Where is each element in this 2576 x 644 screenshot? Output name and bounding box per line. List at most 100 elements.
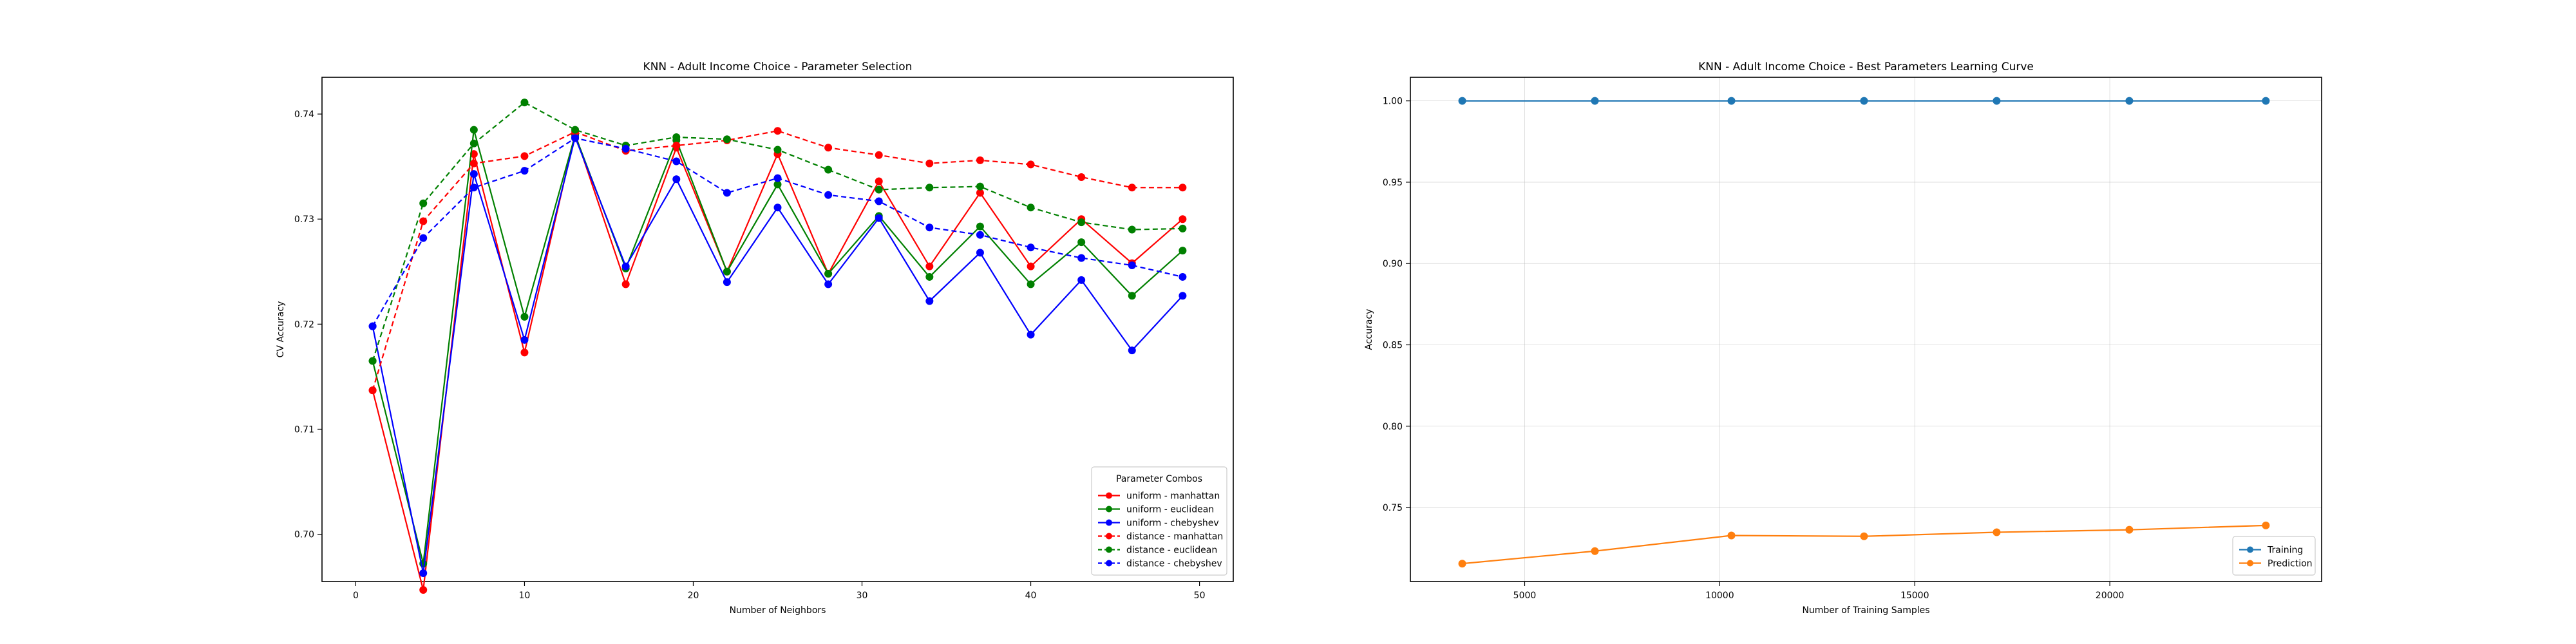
chart-parameter-selection: 0 10 20 30 40 50 0.70 0.71 0.72 0.73 0.74 KNN - Adu… (276, 61, 1234, 616)
data-point (1179, 224, 1187, 232)
data-point (773, 180, 782, 189)
data-point (1993, 97, 2001, 105)
plot-frame (1410, 77, 2322, 582)
legend-entry-label: uniform - euclidean (1126, 505, 1214, 515)
data-point (1027, 262, 1035, 270)
data-point (976, 231, 984, 239)
legend: Training Prediction (2232, 536, 2316, 576)
data-point (875, 177, 883, 185)
data-point (520, 152, 529, 160)
data-point (469, 126, 478, 134)
x-axis-label: Number of Neighbors (730, 605, 826, 616)
data-point (773, 146, 782, 154)
data-point (520, 167, 529, 175)
legend-swatch-marker (1106, 519, 1112, 526)
legend-swatch-marker (1106, 533, 1112, 540)
data-point (925, 159, 934, 167)
y-tick-label: 0.75 (1383, 503, 1403, 513)
data-point (773, 174, 782, 182)
y-tick-label: 0.72 (294, 319, 314, 330)
data-point (723, 278, 731, 287)
data-point (1077, 218, 1086, 227)
data-point (419, 199, 428, 207)
data-point (976, 249, 984, 257)
legend: Parameter Combos uniform - manhattan unifo… (1091, 466, 1227, 576)
data-point (1027, 204, 1035, 212)
legend-entry-label: distance - manhattan (1126, 532, 1223, 542)
series-uniform-euclidean (368, 126, 1187, 568)
legend-entry-label: distance - chebyshev (1126, 559, 1222, 569)
data-point (469, 139, 478, 147)
data-point (976, 156, 984, 164)
y-axis-label: CV Accuracy (276, 301, 286, 358)
data-point (976, 189, 984, 197)
data-point (925, 297, 934, 305)
chart-title: KNN - Adult Income Choice - Best Paramet… (1698, 61, 2034, 73)
data-point (875, 197, 883, 205)
y-tick-label: 1.00 (1383, 97, 1403, 107)
y-tick-label: 0.80 (1383, 422, 1403, 432)
data-point (621, 262, 630, 270)
series-distance-chebyshev (368, 134, 1187, 330)
data-point (520, 348, 529, 357)
data-point (1027, 160, 1035, 169)
data-point (469, 170, 478, 178)
chart-title: KNN - Adult Income Choice - Parameter Se… (643, 61, 913, 73)
data-point (571, 126, 580, 134)
data-point (368, 386, 377, 395)
data-point (672, 175, 681, 184)
data-point (621, 280, 630, 289)
data-point (1027, 243, 1035, 252)
legend-swatch-marker (2247, 560, 2253, 567)
data-point (1591, 97, 1599, 105)
legend-swatch-marker (1106, 506, 1112, 513)
x-tick-label: 20 (688, 591, 699, 601)
data-point (925, 184, 934, 192)
data-point (824, 144, 833, 152)
data-point (672, 133, 681, 141)
data-point (469, 159, 478, 167)
legend-swatch-marker (1106, 492, 1112, 499)
data-point (368, 322, 377, 330)
y-tick-label: 0.70 (294, 530, 314, 540)
data-point (1128, 292, 1136, 300)
data-point (1860, 97, 1868, 105)
legend-title: Parameter Combos (1116, 474, 1202, 484)
series-training (1458, 97, 2270, 105)
legend-entry-label: Training (2267, 545, 2303, 556)
y-tick-label: 0.71 (294, 424, 314, 435)
plot-frame (321, 77, 1234, 582)
legend-swatch-marker (1106, 560, 1112, 567)
data-point (1077, 254, 1086, 262)
series-line (1462, 524, 2266, 565)
data-point (1027, 280, 1035, 289)
legend-box (1091, 466, 1227, 576)
data-point (1727, 97, 1736, 105)
data-point (875, 185, 883, 194)
chart-learning-curve: 5000 10000 15000 20000 0.75 0.80 0.85 0.90 0.95 1… (1364, 61, 2322, 616)
legend-entry-label: distance - euclidean (1126, 545, 1217, 556)
data-point (1179, 215, 1187, 223)
data-point (773, 204, 782, 212)
data-point (520, 99, 529, 107)
x-tick-label: 15000 (1900, 591, 1929, 601)
data-point (520, 336, 529, 344)
data-point (1458, 560, 1466, 568)
data-point (976, 182, 984, 191)
data-point (2262, 97, 2270, 105)
data-point (1458, 97, 1466, 105)
data-point (419, 234, 428, 242)
series-line (372, 130, 1183, 391)
x-tick-label: 50 (1194, 591, 1206, 601)
data-point (824, 280, 833, 289)
x-tick-label: 10 (519, 591, 531, 601)
legend-swatch-marker (1106, 546, 1112, 553)
legend-box (2232, 536, 2316, 576)
data-point (1128, 346, 1136, 355)
x-tick-label: 0 (353, 591, 359, 601)
data-point (1128, 225, 1136, 234)
series-uniform-manhattan (368, 130, 1187, 594)
data-point (976, 222, 984, 231)
data-point (1727, 531, 1736, 540)
